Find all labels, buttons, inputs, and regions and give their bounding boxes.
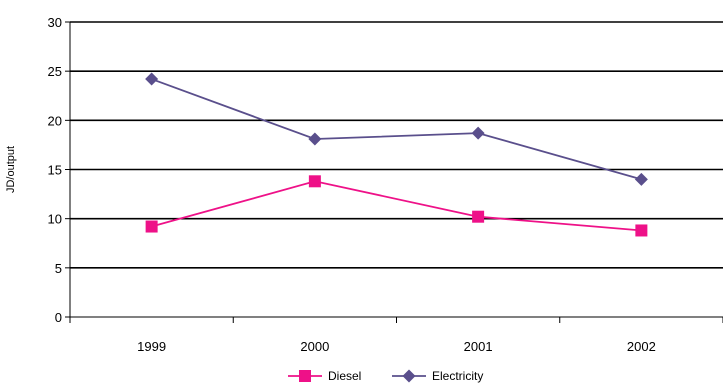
data-point-diesel [472,210,485,223]
legend-label: Diesel [328,369,361,383]
legend-item-diesel: Diesel [288,369,361,383]
y-tick-label: 20 [48,113,62,128]
series-line-electricity [151,78,642,181]
data-point-electricity [634,172,648,186]
y-tick-label: 0 [55,310,62,325]
y-tick-label: 5 [55,261,62,276]
series-electricity [145,72,648,186]
x-tick-label: 2002 [627,339,656,354]
series-line-diesel [151,180,642,232]
data-point-electricity [308,132,322,146]
y-tick-label: 30 [48,15,62,30]
data-point-electricity [471,126,485,140]
axes [65,21,723,323]
legend-swatch-marker [402,369,416,383]
y-tick-label: 25 [48,64,62,79]
y-tick-label: 15 [48,163,62,178]
legend: Diesel Electricity [288,369,483,383]
y-axis-label: JD/output [5,146,17,193]
gridlines [70,21,723,269]
y-tick-labels: 0 5 10 15 20 25 30 [48,15,62,325]
data-point-diesel [308,175,321,188]
x-tick-label: 2000 [300,339,329,354]
data-point-diesel [635,224,648,237]
data-point-diesel [145,220,158,233]
y-tick-label: 10 [48,212,62,227]
x-tick-labels: 1999 2000 2001 2002 [137,339,656,354]
x-tick-label: 1999 [137,339,166,354]
legend-swatch-marker [299,370,311,382]
legend-item-electricity: Electricity [392,369,483,383]
series-diesel [145,175,648,237]
series-group [145,72,648,237]
x-tick-label: 2001 [464,339,493,354]
legend-label: Electricity [432,369,483,383]
data-point-electricity [145,72,159,86]
